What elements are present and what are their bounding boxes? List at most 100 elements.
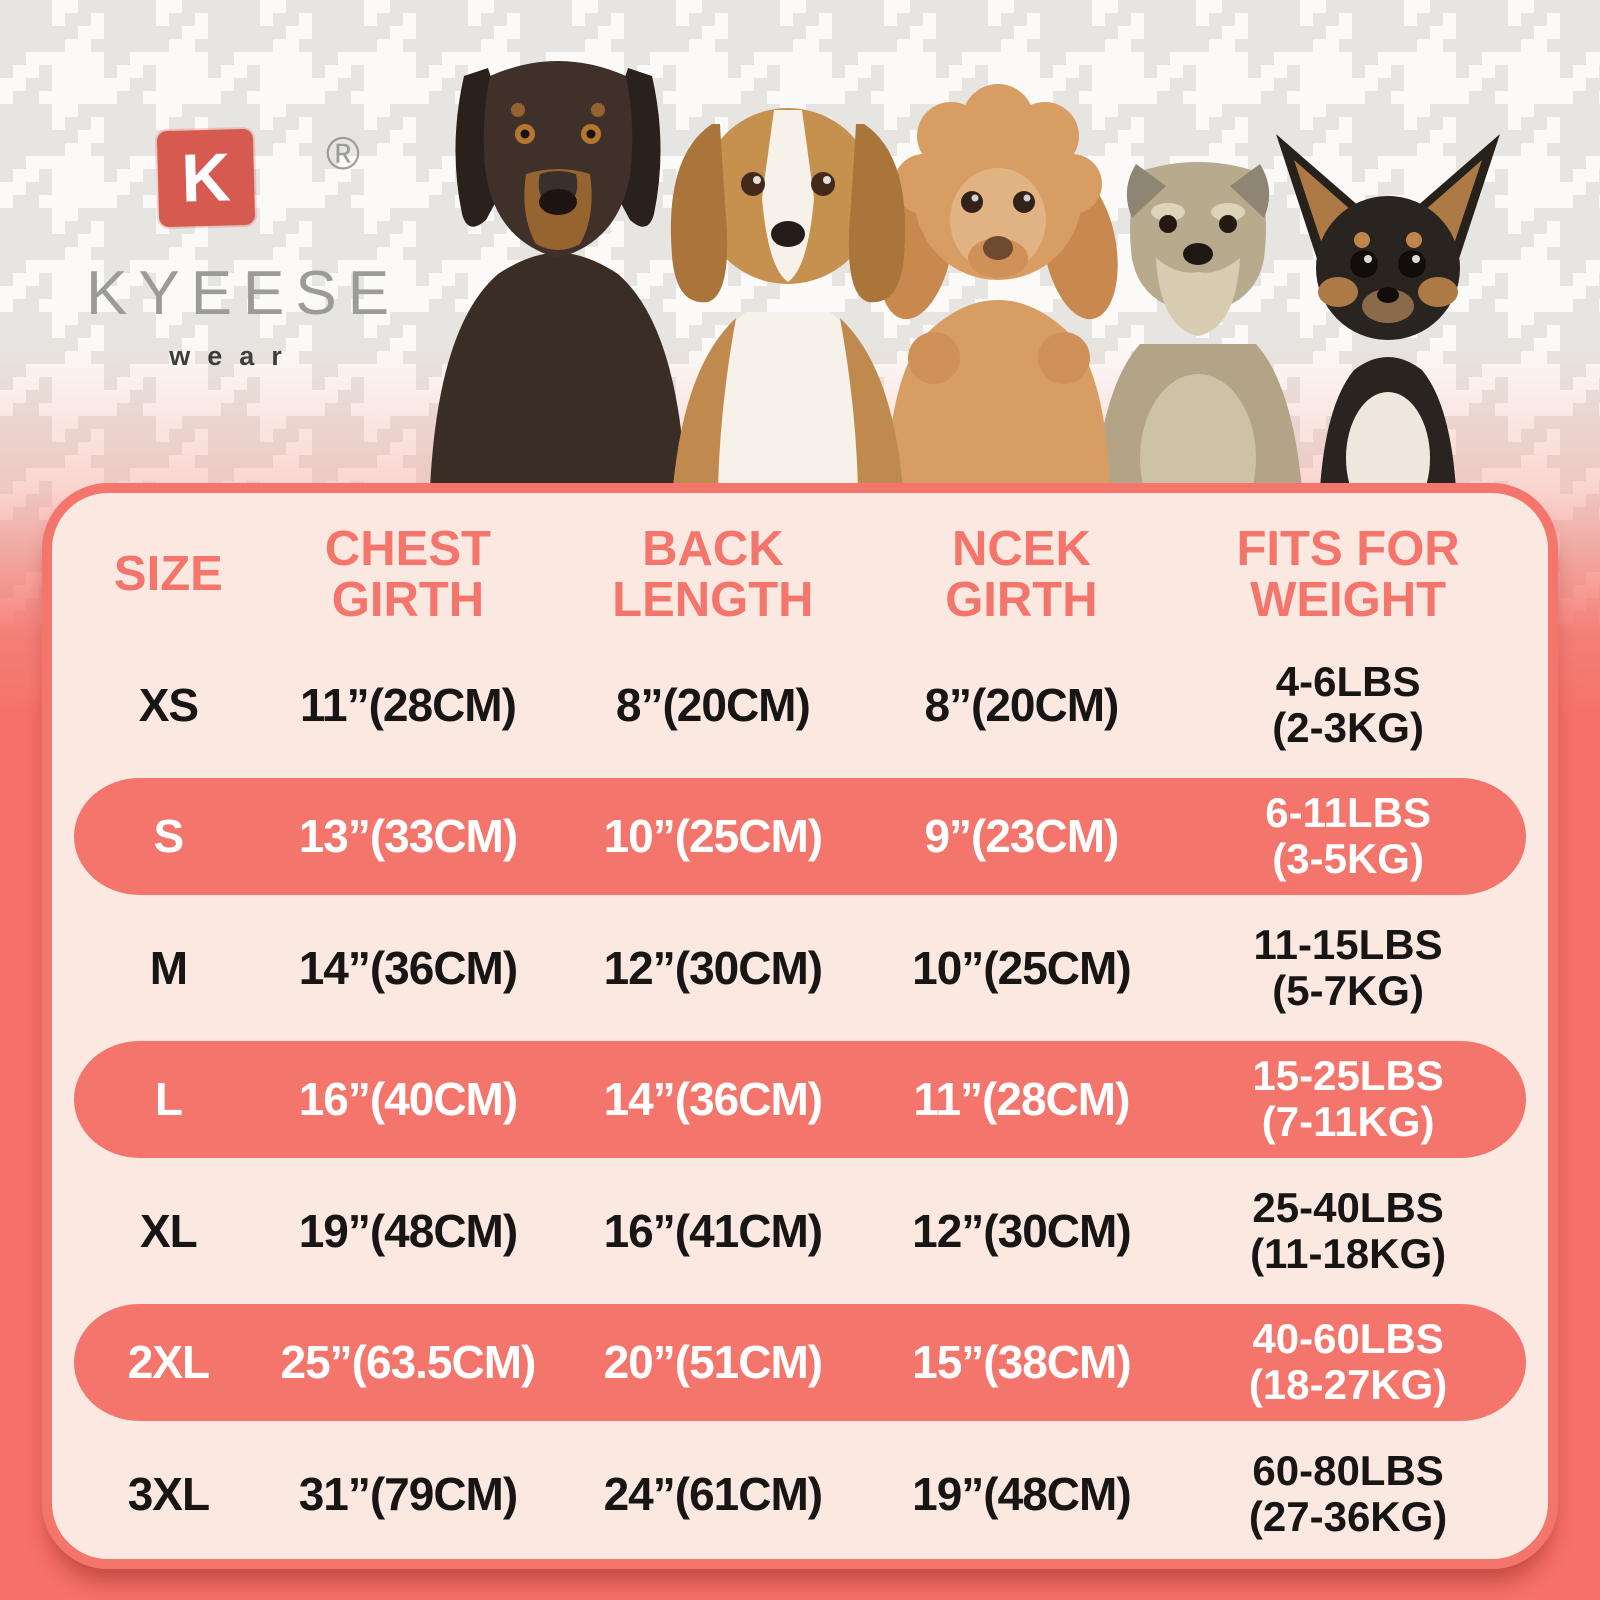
weight-line: 4-6LBS [1275, 657, 1421, 705]
weight-line: (3-5KG) [1272, 835, 1424, 883]
header-line: GIRTH [331, 573, 485, 627]
illustration-shape [1183, 243, 1213, 265]
column-header-neck-girth: NCEK GIRTH [873, 521, 1171, 627]
illustration-shape [430, 252, 686, 488]
illustration-shape [1013, 191, 1035, 213]
illustration-shape [1354, 232, 1370, 248]
illustration-shape [1151, 203, 1185, 221]
cell-chest-girth: 19”(48CM) [298, 1204, 519, 1257]
size-row-s: S 13”(33CM) 10”(25CM) 9”(23CM) 6-11LBS (3-5KG… [74, 771, 1526, 903]
cell-size: M [149, 941, 188, 994]
illustration-shape [908, 332, 960, 384]
dog-beagle [670, 108, 906, 488]
illustration-shape [971, 194, 979, 202]
weight-line: 40-60LBS [1252, 1315, 1444, 1363]
brand-logo: K ® KYEESE wear [86, 126, 389, 372]
illustration-shape [840, 318, 903, 488]
weight-line: 60-80LBS [1252, 1446, 1444, 1494]
cell-size: 3XL [127, 1467, 210, 1520]
illustration-shape [983, 236, 1013, 260]
cell-fits-for-weight: 6-11LBS (3-5KG) [1170, 789, 1526, 883]
weight-line: (27-36KG) [1248, 1492, 1448, 1540]
illustration-shape [1412, 255, 1420, 263]
cell-back-length: 16”(41CM) [603, 1204, 824, 1257]
illustration-shape [1219, 215, 1237, 233]
size-chart-panel: SIZE CHEST GIRTH BACK LENGTH NCEK GIRTH FITS FO… [42, 483, 1558, 1569]
illustration-shape [1406, 232, 1422, 248]
size-row-2xl: 2XL 25”(63.5CM) 20”(51CM) 15”(38CM) 40-60LBS… [74, 1297, 1526, 1429]
header-line: NCEK [951, 521, 1091, 576]
dogs-photo-strip [430, 61, 1500, 488]
illustration-shape [1362, 289, 1414, 323]
illustration-shape [811, 172, 835, 196]
weight-line: 15-25LBS [1252, 1052, 1444, 1100]
cell-chest-girth: 25”(63.5CM) [280, 1336, 537, 1389]
weight-line: (2-3KG) [1272, 703, 1424, 751]
size-row-3xl: 3XL 31”(79CM) 24”(61CM) 19”(48CM) 60-80LBS (2… [74, 1428, 1526, 1560]
header-line: SIZE [113, 547, 223, 602]
cell-chest-girth: 11”(28CM) [299, 678, 517, 731]
cell-fits-for-weight: 11-15LBS (5-7KG) [1170, 920, 1526, 1014]
cell-chest-girth: 14”(36CM) [298, 941, 519, 994]
registered-trademark: ® [326, 127, 360, 179]
cell-back-length: 10”(25CM) [603, 810, 824, 863]
column-header-fits-for-weight: FITS FOR WEIGHT [1170, 521, 1526, 627]
logo-letter: K [180, 139, 232, 217]
cell-size: S [153, 810, 185, 863]
dog-schnauzer [1094, 162, 1302, 488]
weight-line: (11-18KG) [1250, 1229, 1447, 1277]
size-row-xs: XS 11”(28CM) 8”(20CM) 8”(20CM) 4-6LBS (2-3KG) [74, 639, 1526, 771]
illustration-shape [823, 176, 831, 184]
cell-neck-girth: 8”(20CM) [924, 678, 1119, 731]
header-line: CHEST [324, 521, 491, 576]
logo-k-mark-icon: K [156, 128, 256, 228]
weight-line: 6-11LBS [1265, 789, 1431, 837]
weight-line: (5-7KG) [1272, 966, 1424, 1014]
cell-back-length: 12”(30CM) [603, 941, 824, 994]
cell-chest-girth: 16”(40CM) [298, 1073, 519, 1126]
illustration-shape [1377, 287, 1399, 303]
column-header-chest-girth: CHEST GIRTH [263, 521, 553, 627]
cell-chest-girth: 13”(33CM) [298, 810, 519, 863]
column-header-size: SIZE [74, 547, 263, 602]
illustration-shape [1316, 196, 1460, 340]
cell-fits-for-weight: 25-40LBS (11-18KG) [1170, 1184, 1526, 1277]
illustration-shape [1350, 250, 1378, 278]
weight-line: 11-15LBS [1253, 920, 1443, 968]
cell-neck-girth: 19”(48CM) [912, 1467, 1132, 1520]
header-line: FITS FOR [1236, 521, 1460, 576]
illustration-shape [539, 189, 577, 215]
header-line: BACK [642, 521, 784, 576]
dog-poodle [878, 84, 1118, 488]
cell-size: L [154, 1073, 183, 1126]
column-header-back-length: BACK LENGTH [553, 521, 872, 627]
cell-size: 2XL [127, 1336, 210, 1389]
size-row-m: M 14”(36CM) 12”(30CM) 10”(25CM) 11-15LBS (5-7… [74, 902, 1526, 1034]
illustration-shape [1318, 277, 1358, 307]
weight-line: (18-27KG) [1248, 1361, 1448, 1409]
cell-back-length: 14”(36CM) [603, 1073, 824, 1126]
cell-chest-girth: 31”(79CM) [298, 1467, 519, 1520]
illustration-shape [1346, 392, 1430, 488]
cell-neck-girth: 9”(23CM) [924, 810, 1119, 863]
dog-doberman [430, 61, 686, 488]
illustration-shape [520, 129, 530, 139]
illustration-shape [1211, 203, 1245, 221]
table-header-row: SIZE CHEST GIRTH BACK LENGTH NCEK GIRTH FITS FO… [74, 511, 1526, 639]
cell-fits-for-weight: 60-80LBS (27-36KG) [1170, 1446, 1526, 1540]
illustration-shape [586, 129, 596, 139]
cell-neck-girth: 11”(28CM) [913, 1073, 1130, 1126]
table-body: XS 11”(28CM) 8”(20CM) 8”(20CM) 4-6LBS (2-3KG)… [74, 639, 1526, 1560]
dog-chihuahua [1276, 134, 1500, 488]
size-row-xl: XL 19”(48CM) 16”(41CM) 12”(30CM) 25-40LBS (11… [74, 1165, 1526, 1297]
header-line: WEIGHT [1250, 573, 1447, 627]
size-row-l: L 16”(40CM) 14”(36CM) 11”(28CM) 15-25LBS (7-1… [74, 1034, 1526, 1166]
logo-row: K ® [86, 126, 382, 234]
cell-neck-girth: 12”(30CM) [912, 1204, 1132, 1257]
header-line: GIRTH [945, 573, 1098, 627]
illustration-shape [1023, 194, 1031, 202]
illustration-shape [1038, 332, 1090, 384]
illustration-shape [1156, 258, 1240, 336]
cell-back-length: 24”(61CM) [603, 1467, 824, 1520]
